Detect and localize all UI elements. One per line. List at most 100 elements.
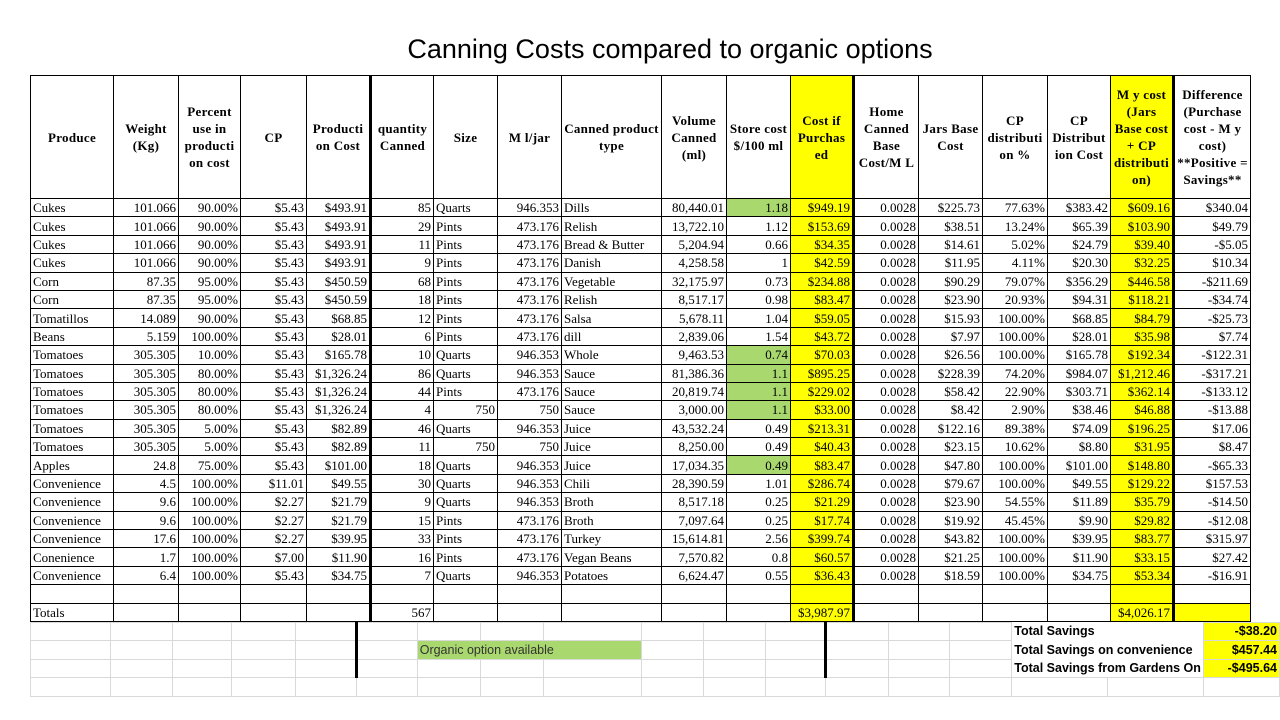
cell-store-cost-100-ml[interactable]: 1.01 [726, 473, 791, 494]
empty-cell[interactable] [542, 658, 642, 679]
cell-percent-use-in-producti-on-cost[interactable]: 5.00% [178, 437, 241, 457]
cell-cp-distributi-on[interactable]: 22.90% [982, 381, 1048, 402]
cell-store-cost-100-ml[interactable]: 1.54 [726, 326, 791, 347]
cell-store-cost-100-ml[interactable]: 0.25 [726, 492, 791, 512]
cell-jars-base-cost[interactable]: $26.56 [918, 345, 983, 365]
cell-cp-distribut-ion-cost[interactable]: $49.55 [1047, 473, 1111, 494]
cell-cp-distributi-on[interactable]: 100.00% [982, 326, 1048, 347]
column-header[interactable]: Volume Canned (ml) [661, 75, 727, 199]
empty-cell[interactable] [1173, 584, 1251, 604]
cell-weight-kg[interactable]: 101.066 [113, 253, 179, 273]
empty-cell[interactable] [433, 602, 498, 622]
cell-difference-purchase-cost-m-y-cost-positive-savings[interactable]: $340.04 [1173, 197, 1251, 218]
cell-cost-if-purchas-ed[interactable]: $36.43 [790, 565, 855, 586]
cell-produce[interactable]: Convenience [30, 510, 114, 531]
cell-producti-on-cost[interactable]: $82.89 [306, 437, 372, 457]
cell-volume-canned-ml[interactable]: 13,722.10 [661, 216, 727, 236]
cell-volume-canned-ml[interactable]: 32,175.97 [661, 271, 727, 291]
cell-difference-purchase-cost-m-y-cost-positive-savings[interactable]: $17.06 [1173, 418, 1251, 439]
cell-size[interactable]: Quarts [433, 455, 498, 475]
empty-cell[interactable] [703, 677, 766, 697]
empty-cell[interactable] [640, 658, 705, 679]
cell-cp-distributi-on[interactable]: 2.90% [982, 400, 1048, 420]
column-header[interactable]: CP distributi on % [982, 75, 1048, 199]
cell-m-l-jar[interactable]: 750 [497, 437, 562, 457]
cell-cp-distribut-ion-cost[interactable]: $11.90 [1047, 547, 1111, 567]
cell-jars-base-cost[interactable]: $7.97 [918, 326, 983, 347]
cell-store-cost-100-ml[interactable]: 0.8 [726, 547, 791, 567]
cell-cost-if-purchas-ed[interactable]: $17.74 [790, 510, 855, 531]
empty-cell[interactable] [231, 621, 296, 642]
cell-cost-if-purchas-ed[interactable]: $40.43 [790, 437, 855, 457]
empty-cell[interactable] [171, 621, 233, 642]
cell-cp-distribut-ion-cost[interactable]: $94.31 [1047, 289, 1111, 310]
empty-cell[interactable] [113, 602, 179, 622]
cell-canned-product-type[interactable]: Juice [561, 418, 662, 439]
cell-difference-purchase-cost-m-y-cost-positive-savings[interactable]: $10.34 [1173, 253, 1251, 273]
cell-m-y-cost-jars-base-cost-cp-distributi-on[interactable]: $103.90 [1110, 216, 1175, 236]
cell-produce[interactable]: Corn [30, 271, 114, 291]
empty-cell[interactable] [171, 658, 233, 679]
cell-home-canned-base-cost-m-l[interactable]: 0.0028 [853, 418, 919, 439]
cell-weight-kg[interactable]: 305.305 [113, 363, 179, 383]
cell-produce[interactable]: Tomatoes [30, 418, 114, 439]
cell-volume-canned-ml[interactable]: 8,250.00 [661, 437, 727, 457]
cell-cp-distribut-ion-cost[interactable]: $20.30 [1047, 253, 1111, 273]
cell-home-canned-base-cost-m-l[interactable]: 0.0028 [853, 271, 919, 291]
cell-weight-kg[interactable]: 305.305 [113, 381, 179, 402]
cell-store-cost-100-ml[interactable]: 0.73 [726, 271, 791, 291]
cell-volume-canned-ml[interactable]: 2,839.06 [661, 326, 727, 347]
cell-volume-canned-ml[interactable]: 20,819.74 [661, 381, 727, 402]
cell-store-cost-100-ml[interactable]: 1.1 [726, 381, 791, 402]
cell-volume-canned-ml[interactable]: 17,034.35 [661, 455, 727, 475]
cell-cp-distributi-on[interactable]: 100.00% [982, 529, 1048, 549]
cell-cp[interactable]: $5.43 [240, 400, 307, 420]
cell-canned-product-type[interactable]: Juice [561, 455, 662, 475]
empty-cell[interactable] [703, 640, 766, 660]
column-header[interactable]: M y cost (Jars Base cost + CP distributi… [1110, 75, 1175, 199]
cell-quantity-canned[interactable]: 15 [370, 510, 434, 531]
empty-cell[interactable] [1110, 584, 1175, 604]
cell-produce[interactable]: Beans [30, 326, 114, 347]
cell-percent-use-in-producti-on-cost[interactable]: 80.00% [178, 363, 241, 383]
cell-store-cost-100-ml[interactable]: 1.04 [726, 308, 791, 328]
cell-cp[interactable]: $5.43 [240, 308, 307, 328]
cell-m-l-jar[interactable]: 946.353 [497, 455, 562, 475]
cell-percent-use-in-producti-on-cost[interactable]: 90.00% [178, 197, 241, 218]
cell-producti-on-cost[interactable]: $68.85 [306, 308, 372, 328]
cell-jars-base-cost[interactable]: $19.92 [918, 510, 983, 531]
cell-jars-base-cost[interactable]: $58.42 [918, 381, 983, 402]
cell-percent-use-in-producti-on-cost[interactable]: 95.00% [178, 289, 241, 310]
cell-weight-kg[interactable]: 305.305 [113, 400, 179, 420]
empty-cell[interactable] [790, 584, 855, 604]
cell-cp-distribut-ion-cost[interactable]: $39.95 [1047, 529, 1111, 549]
cell-difference-purchase-cost-m-y-cost-positive-savings[interactable]: $27.42 [1173, 547, 1251, 567]
cell-m-y-cost-jars-base-cost-cp-distributi-on[interactable]: $192.34 [1110, 345, 1175, 365]
cell-canned-product-type[interactable]: Broth [561, 510, 662, 531]
cell-producti-on-cost[interactable]: $493.91 [306, 216, 372, 236]
cell-cp-distribut-ion-cost[interactable]: $65.39 [1047, 216, 1111, 236]
empty-cell[interactable] [764, 677, 827, 697]
cell-size[interactable]: Quarts [433, 473, 498, 494]
column-header[interactable]: Canned product type [561, 75, 662, 199]
cell-size[interactable]: Quarts [433, 363, 498, 383]
empty-cell[interactable] [30, 640, 111, 660]
cell-home-canned-base-cost-m-l[interactable]: 0.0028 [853, 455, 919, 475]
column-header[interactable]: Produce [30, 75, 114, 199]
cell-quantity-canned[interactable]: 9 [370, 253, 434, 273]
cell-difference-purchase-cost-m-y-cost-positive-savings[interactable]: -$211.69 [1173, 271, 1251, 291]
column-header[interactable]: Producti on Cost [306, 75, 372, 199]
column-header[interactable]: CP [240, 75, 307, 199]
empty-cell[interactable] [853, 584, 919, 604]
empty-cell[interactable] [661, 584, 727, 604]
empty-cell[interactable] [231, 658, 296, 679]
empty-cell[interactable] [240, 584, 307, 604]
cell-quantity-canned[interactable]: 16 [370, 547, 434, 567]
cell-difference-purchase-cost-m-y-cost-positive-savings[interactable]: -$317.21 [1173, 363, 1251, 383]
cell-canned-product-type[interactable]: Dills [561, 197, 662, 218]
cell-produce[interactable]: Tomatoes [30, 381, 114, 402]
cell-percent-use-in-producti-on-cost[interactable]: 100.00% [178, 326, 241, 347]
cell-cost-if-purchas-ed[interactable]: $42.59 [790, 253, 855, 273]
cell-cp[interactable]: $5.43 [240, 437, 307, 457]
cell-producti-on-cost[interactable]: $39.95 [306, 529, 372, 549]
